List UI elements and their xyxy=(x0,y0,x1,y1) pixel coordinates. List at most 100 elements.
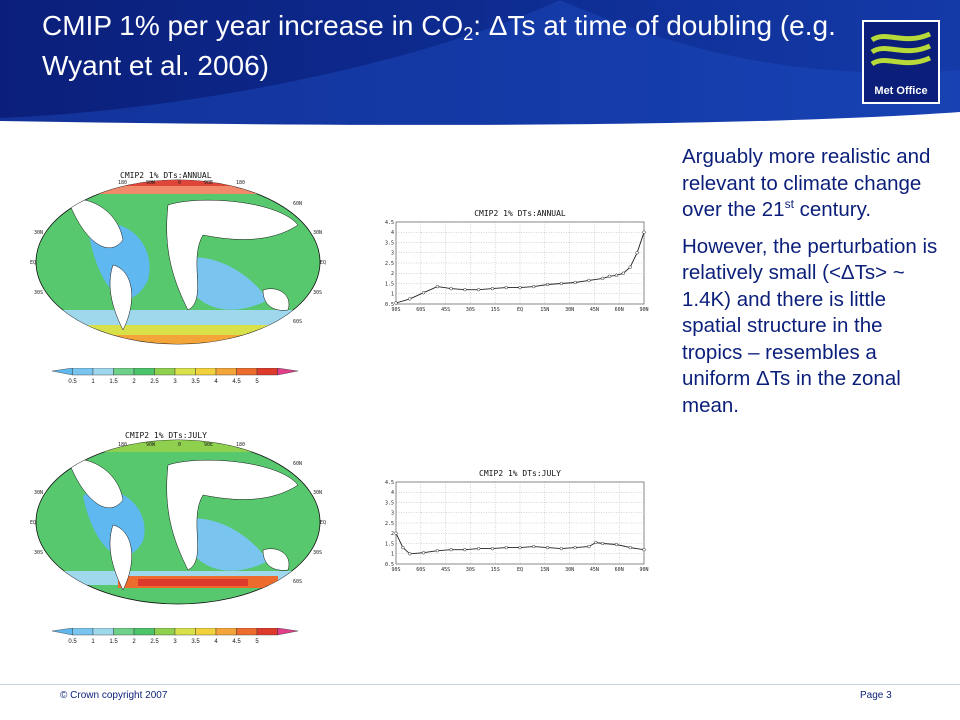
data-point xyxy=(601,541,605,546)
colorbar-segment xyxy=(72,628,94,636)
y-tick-label: 4.5 xyxy=(385,480,394,486)
met-office-logo: Met Office xyxy=(862,20,940,104)
colorbar-tick-label: 4 xyxy=(214,639,218,645)
colorbar-segment xyxy=(277,368,299,376)
x-tick-label: 30N xyxy=(565,567,574,573)
colorbar-tick-label: 2 xyxy=(132,379,136,385)
x-tick-label: 90S xyxy=(391,567,400,573)
data-point xyxy=(642,230,646,234)
svg-text:30S: 30S xyxy=(34,290,43,296)
data-point xyxy=(435,549,439,553)
y-tick-label: 2.5 xyxy=(385,261,394,267)
svg-text:180: 180 xyxy=(236,180,245,186)
y-tick-label: 1.5 xyxy=(385,541,394,547)
data-point xyxy=(421,551,426,555)
y-tick-label: 2 xyxy=(391,271,394,277)
data-point xyxy=(573,280,577,285)
data-point xyxy=(408,297,412,301)
paragraph-realistic: Arguably more realistic and relevant to … xyxy=(682,145,931,221)
colorbar-segment xyxy=(92,628,114,636)
data-point xyxy=(532,544,536,549)
svg-text:180: 180 xyxy=(118,180,127,186)
x-tick-label: 45N xyxy=(590,307,599,313)
annual-map: CMIP2 1% DTs:ANNUAL 180 90W 0 90E 180 60… xyxy=(30,171,326,345)
colorbar-tick-label: 0.5 xyxy=(68,379,77,385)
colorbar-segment xyxy=(215,628,237,636)
data-point xyxy=(449,548,453,552)
chart-title: CMIP2 1% DTs:ANNUAL xyxy=(474,209,566,218)
colorbar-segment xyxy=(195,368,217,376)
data-point xyxy=(587,278,591,283)
data-point xyxy=(518,545,522,550)
colorbar-tick-label: 0.5 xyxy=(68,639,77,645)
data-point xyxy=(607,274,612,278)
data-point xyxy=(394,301,398,305)
colorbar-tick-label: 4 xyxy=(214,379,218,385)
x-tick-label: 30N xyxy=(565,307,574,313)
svg-text:60N: 60N xyxy=(293,461,302,467)
colorbar-segment xyxy=(72,368,94,376)
y-tick-label: 3.5 xyxy=(385,500,394,506)
copyright-text: © Crown copyright 2007 xyxy=(60,690,168,701)
colorbar-tick-label: 3 xyxy=(173,379,177,385)
data-point xyxy=(504,285,508,290)
data-point xyxy=(628,545,632,550)
svg-text:60S: 60S xyxy=(293,319,302,325)
x-tick-label: 45S xyxy=(441,307,450,313)
svg-text:90E: 90E xyxy=(204,180,213,186)
data-point xyxy=(532,284,536,289)
y-tick-label: 1 xyxy=(391,292,394,298)
chart-title: CMIP2 1% DTs:JULY xyxy=(479,469,561,478)
data-point xyxy=(421,291,426,295)
map-title: CMIP2 1% DTs:JULY xyxy=(125,431,207,440)
svg-text:EQ: EQ xyxy=(30,260,36,266)
x-tick-label: 90N xyxy=(639,307,648,313)
data-point xyxy=(463,288,467,292)
data-point xyxy=(635,251,639,255)
data-point xyxy=(394,531,398,535)
colorbar: 0.5 1 1.5 2 2.5 3 3.5 4 4.5 5 xyxy=(51,628,299,645)
colorbar-tick-label: 3.5 xyxy=(191,379,200,385)
x-tick-label: 45S xyxy=(441,567,450,573)
colorbar-segment xyxy=(154,628,176,636)
data-point xyxy=(621,271,625,275)
data-point xyxy=(518,285,522,290)
x-tick-label: 60N xyxy=(615,567,624,573)
x-tick-label: 30S xyxy=(466,307,475,313)
colorbar-tick-label: 1 xyxy=(91,379,95,385)
y-tick-label: 2.5 xyxy=(385,521,394,527)
data-point xyxy=(628,265,632,269)
data-point xyxy=(614,542,619,547)
y-tick-label: 3.5 xyxy=(385,240,394,246)
svg-text:EQ: EQ xyxy=(30,520,36,526)
annual-zonal-mean-chart: CMIP2 1% DTs:ANNUAL 90S 60S 45S 30S 15S EQ 15N 3… xyxy=(385,209,649,313)
svg-text:0: 0 xyxy=(178,442,181,448)
svg-text:90W: 90W xyxy=(146,442,156,448)
data-point xyxy=(490,546,495,551)
colorbar-tick-label: 1.5 xyxy=(109,379,118,385)
colorbar-segment xyxy=(51,628,73,636)
colorbar-segment xyxy=(236,628,258,636)
x-tick-label: EQ xyxy=(517,567,523,573)
colorbar-tick-label: 1 xyxy=(91,639,95,645)
svg-text:30N: 30N xyxy=(34,490,43,496)
colorbar-tick-label: 1.5 xyxy=(109,639,118,645)
y-tick-label: 0.5 xyxy=(385,302,394,308)
map-title: CMIP2 1% DTs:ANNUAL xyxy=(120,171,212,180)
colorbar-segment xyxy=(195,628,217,636)
paragraph-perturbation: However, the perturbation is relatively … xyxy=(682,234,938,417)
svg-text:90W: 90W xyxy=(146,180,156,186)
series-line xyxy=(395,232,645,304)
data-point xyxy=(594,540,598,545)
colorbar-tick-label: 5 xyxy=(255,639,259,645)
x-tick-label: 60N xyxy=(615,307,624,313)
data-point xyxy=(401,545,405,550)
y-tick-label: 3 xyxy=(391,511,394,517)
x-tick-label: 15S xyxy=(491,567,500,573)
colorbar-segment xyxy=(215,368,237,376)
svg-text:EQ: EQ xyxy=(320,520,326,526)
colorbar-tick-label: 3 xyxy=(173,639,177,645)
data-point xyxy=(545,545,550,550)
colorbar-segment xyxy=(174,368,196,376)
svg-text:60N: 60N xyxy=(293,201,302,207)
